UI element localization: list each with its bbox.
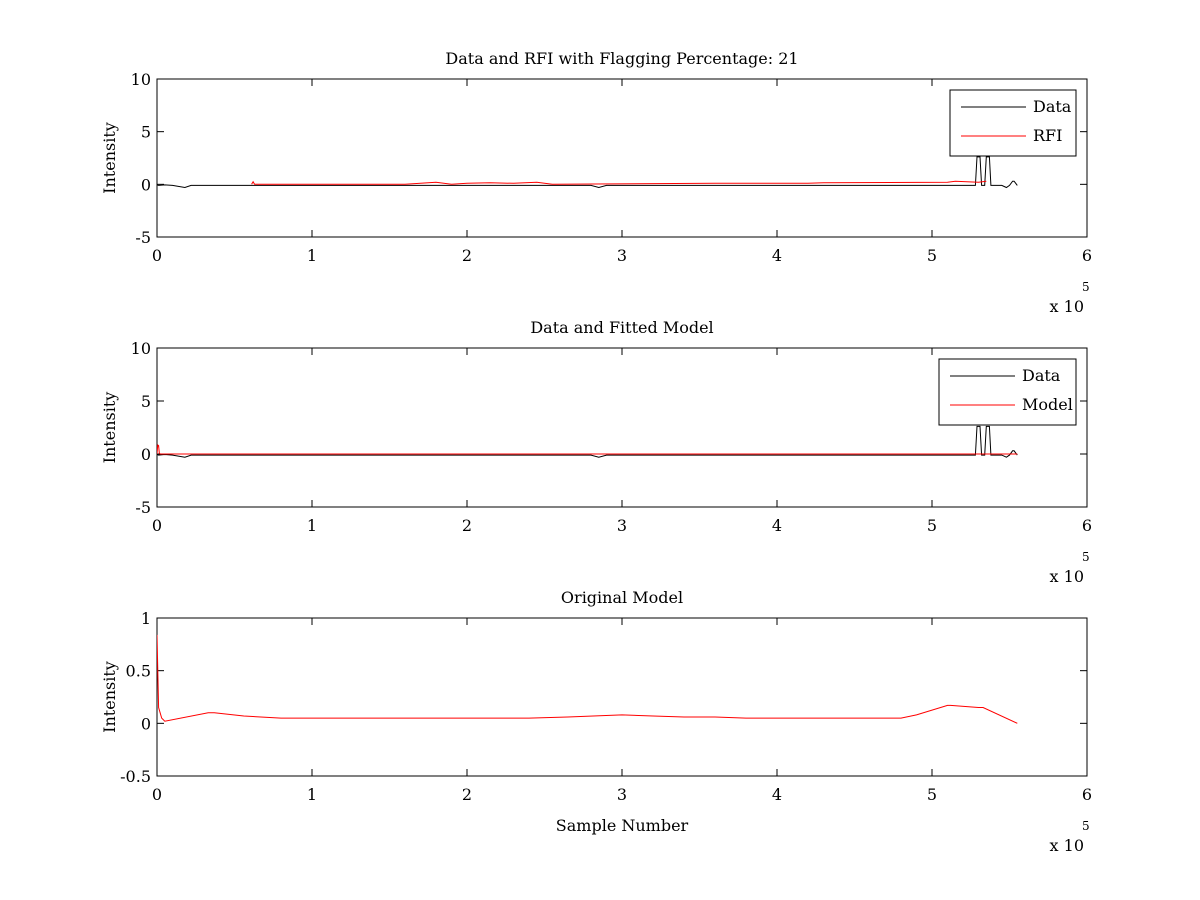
- y-tick-label: -0.5: [120, 767, 151, 786]
- y-axis-label: Intensity: [100, 661, 119, 733]
- series-line-data: [157, 156, 1018, 189]
- x-multiplier-exponent: 5: [1082, 280, 1090, 294]
- y-tick-label: 0: [141, 714, 151, 733]
- x-tick-label: 4: [772, 246, 782, 265]
- x-tick-label: 4: [772, 785, 782, 804]
- y-tick-label: 0: [141, 175, 151, 194]
- y-tick-label: 0.5: [126, 662, 151, 681]
- x-tick-label: 0: [152, 246, 162, 265]
- x-axis-label: Sample Number: [556, 816, 689, 835]
- x-tick-label: 2: [462, 246, 472, 265]
- x-tick-label: 6: [1082, 516, 1092, 535]
- y-tick-label: -5: [135, 498, 151, 517]
- chart-title: Data and Fitted Model: [530, 318, 713, 337]
- x-tick-label: 4: [772, 516, 782, 535]
- y-tick-label: 5: [141, 123, 151, 142]
- x-multiplier-label: x 10: [1050, 836, 1084, 855]
- legend-label-data: Data: [1022, 366, 1061, 385]
- legend-box: [938, 358, 1077, 426]
- x-tick-label: 0: [152, 785, 162, 804]
- x-multiplier-exponent: 5: [1082, 819, 1090, 833]
- x-tick-label: 3: [617, 516, 627, 535]
- axes-box: [156, 617, 1088, 777]
- y-tick-label: 5: [141, 392, 151, 411]
- x-tick-label: 6: [1082, 246, 1092, 265]
- legend-label-rfi: RFI: [1033, 126, 1062, 145]
- axes-box: [156, 78, 1088, 238]
- y-tick-label: -5: [135, 228, 151, 247]
- y-tick-label: 1: [141, 609, 151, 628]
- chart-title: Original Model: [561, 588, 683, 607]
- legend-label-data: Data: [1033, 97, 1072, 116]
- x-tick-label: 5: [927, 785, 937, 804]
- y-axis-label: Intensity: [100, 122, 119, 194]
- y-tick-label: 10: [131, 70, 151, 89]
- x-tick-label: 1: [307, 246, 317, 265]
- series-line-1: [157, 634, 1018, 724]
- x-multiplier-exponent: 5: [1082, 550, 1090, 564]
- y-tick-label: 10: [131, 339, 151, 358]
- chart-title: Data and RFI with Flagging Percentage: 2…: [445, 49, 798, 68]
- legend: Data RFI: [949, 89, 1077, 157]
- x-tick-label: 5: [927, 246, 937, 265]
- series-line-rfi: [251, 180, 987, 185]
- legend-label-model: Model: [1022, 395, 1073, 414]
- x-tick-label: 2: [462, 785, 472, 804]
- series-line-model: [157, 444, 1018, 455]
- y-axis-label: Intensity: [100, 392, 119, 464]
- x-tick-label: 2: [462, 516, 472, 535]
- legend: Data Model: [938, 358, 1077, 426]
- y-tick-label: 0: [141, 445, 151, 464]
- x-tick-label: 1: [307, 516, 317, 535]
- x-tick-label: 3: [617, 785, 627, 804]
- legend-box: [949, 89, 1077, 157]
- axes-box: [156, 347, 1088, 508]
- x-multiplier-label: x 10: [1050, 297, 1084, 316]
- x-tick-label: 5: [927, 516, 937, 535]
- x-multiplier-label: x 10: [1050, 567, 1084, 586]
- x-tick-label: 0: [152, 516, 162, 535]
- x-tick-label: 6: [1082, 785, 1092, 804]
- x-tick-label: 1: [307, 785, 317, 804]
- x-tick-label: 3: [617, 246, 627, 265]
- series-line-data: [157, 425, 1018, 458]
